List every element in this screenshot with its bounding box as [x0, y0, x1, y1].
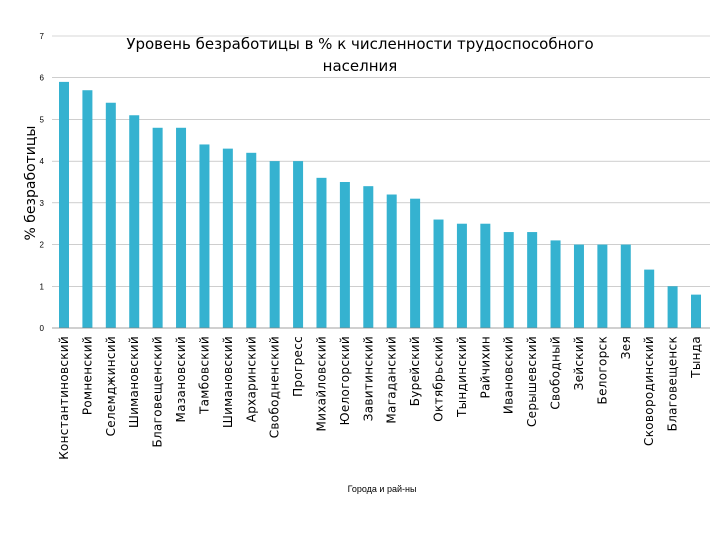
category-label: Тамбовский [197, 336, 211, 415]
x-axis-label: Города и рай-ны [348, 484, 417, 494]
bar [480, 223, 491, 328]
category-label: Архаринский [244, 336, 258, 422]
category-label: Благовещенский [151, 336, 165, 448]
bar [152, 127, 163, 329]
bar-layer [59, 81, 701, 329]
bar [573, 244, 584, 328]
y-tick-label: 2 [40, 241, 45, 250]
bar [433, 219, 444, 328]
bar [410, 198, 421, 328]
y-tick-label: 3 [40, 199, 45, 208]
bar [620, 244, 631, 328]
category-label: Зейский [572, 336, 586, 390]
x-category-labels: Константиновский Ромненский Селемджинсий Ши… [57, 336, 703, 460]
category-label: Тында [689, 336, 703, 379]
y-tick-label: 4 [40, 157, 45, 166]
category-label: Свободный [549, 336, 563, 410]
category-label: Зея [619, 336, 633, 359]
category-label: Магаданский [385, 336, 399, 424]
category-label: Мазановский [174, 336, 188, 422]
bar [667, 286, 678, 328]
y-axis-label: % безработицы [23, 126, 39, 241]
category-label: Ромненский [80, 336, 94, 415]
bar [293, 161, 304, 328]
bar [82, 90, 93, 328]
category-label: Прогресс [291, 336, 305, 397]
bar [363, 186, 374, 328]
bar [199, 144, 210, 328]
bar [129, 115, 140, 328]
category-label: Завитинский [361, 336, 375, 421]
bar [339, 182, 350, 328]
category-label: Бурейский [408, 336, 422, 406]
category-label: Тындинский [455, 336, 469, 418]
category-label: Михайловский [314, 336, 328, 432]
y-tick-label: 5 [40, 115, 45, 124]
bar [691, 294, 701, 328]
y-tick-label: 7 [40, 32, 45, 41]
chart-title-line1: Уровень безработицы в % к численности тр… [126, 35, 593, 53]
category-label: Константиновский [57, 336, 71, 460]
y-tick-label: 0 [40, 324, 45, 333]
bar [386, 194, 397, 328]
category-label: Белогорск [595, 336, 609, 404]
bar [550, 240, 561, 328]
y-tick-label: 1 [40, 282, 45, 291]
bar [246, 152, 257, 328]
bar [176, 127, 187, 329]
bar [527, 232, 538, 328]
y-tick-label: 6 [40, 74, 45, 83]
category-label: Шимановский [127, 336, 141, 428]
category-label: Серышевский [525, 336, 539, 427]
bar [644, 269, 655, 328]
y-tick-labels: 0 1 2 3 4 5 6 7 [40, 32, 45, 333]
category-label: Шимановский [221, 336, 235, 428]
bar [597, 244, 608, 328]
category-label: Благовещенск [666, 336, 680, 431]
bar [269, 161, 280, 328]
bar [456, 223, 467, 328]
category-label: Райчихин [478, 336, 492, 398]
bar [105, 102, 116, 328]
category-label: Юелогорский [338, 336, 352, 425]
category-label: Сковородинский [642, 336, 656, 446]
category-label: Октябрьский [432, 336, 446, 422]
bar [222, 148, 233, 328]
bar [316, 177, 327, 328]
bar [59, 81, 69, 328]
bar [503, 232, 514, 328]
category-label: Ивановский [502, 336, 516, 414]
chart-title-line2: населния [323, 57, 398, 75]
category-label: Свободненский [268, 336, 282, 438]
category-label: Селемджинсий [104, 336, 118, 436]
